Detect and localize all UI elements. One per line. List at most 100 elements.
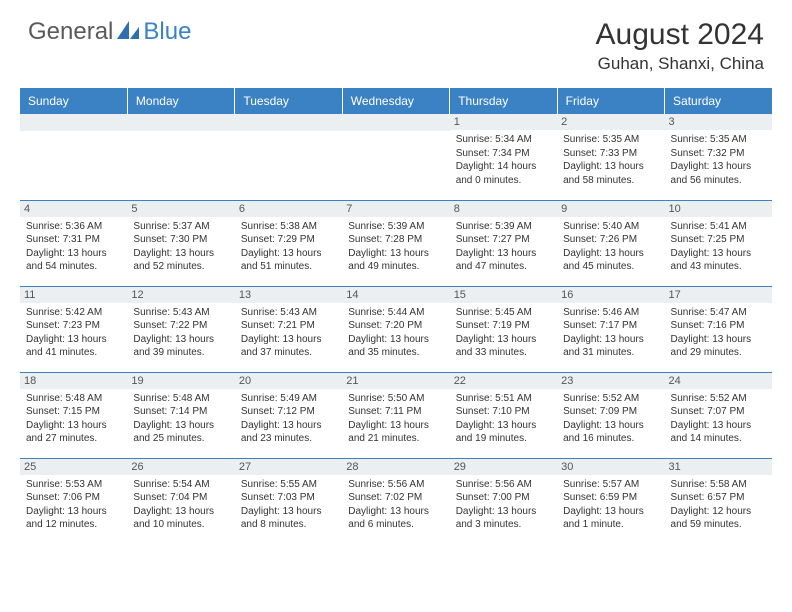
calendar-day-cell: 25 Sunrise: 5:53 AMSunset: 7:06 PMDayligh… [20, 458, 127, 544]
day-info: Sunrise: 5:48 AMSunset: 7:14 PMDaylight:… [133, 392, 228, 446]
calendar-head: SundayMondayTuesdayWednesdayThursdayFrid… [20, 88, 772, 114]
day-info: Sunrise: 5:37 AMSunset: 7:30 PMDaylight:… [133, 220, 228, 274]
weekday-header: Friday [557, 88, 664, 114]
calendar-day-cell: 16 Sunrise: 5:46 AMSunset: 7:17 PMDayligh… [557, 286, 664, 372]
calendar-week-row: 25 Sunrise: 5:53 AMSunset: 7:06 PMDayligh… [20, 458, 772, 544]
day-number: 6 [235, 201, 342, 217]
calendar-day-cell: 30 Sunrise: 5:57 AMSunset: 6:59 PMDayligh… [557, 458, 664, 544]
day-info: Sunrise: 5:42 AMSunset: 7:23 PMDaylight:… [26, 306, 121, 360]
day-number: 24 [665, 373, 772, 389]
calendar-day-cell: 14Sunrise: 5:44 AMSunset: 7:20 PMDayligh… [342, 286, 449, 372]
calendar-day-cell: 13 Sunrise: 5:43 AMSunset: 7:21 PMDayligh… [235, 286, 342, 372]
day-info: Sunrise: 5:58 AMSunset: 6:57 PMDaylight:… [671, 478, 766, 532]
calendar-day-cell: 22 Sunrise: 5:51 AMSunset: 7:10 PMDayligh… [450, 372, 557, 458]
calendar-day-cell: 18 Sunrise: 5:48 AMSunset: 7:15 PMDayligh… [20, 372, 127, 458]
day-info: Sunrise: 5:57 AMSunset: 6:59 PMDaylight:… [563, 478, 658, 532]
weekday-header: Monday [127, 88, 234, 114]
day-number: 2 [557, 114, 664, 130]
calendar-week-row: 1Sunrise: 5:34 AMSunset: 7:34 PMDaylight… [20, 114, 772, 200]
day-info: Sunrise: 5:52 AMSunset: 7:09 PMDaylight:… [563, 392, 658, 446]
weekday-header: Sunday [20, 88, 127, 114]
calendar-body: 1Sunrise: 5:34 AMSunset: 7:34 PMDaylight… [20, 114, 772, 544]
header: General Blue August 2024 Guhan, Shanxi, … [0, 0, 792, 82]
day-number: 13 [235, 287, 342, 303]
location: Guhan, Shanxi, China [596, 54, 764, 74]
day-info: Sunrise: 5:39 AMSunset: 7:28 PMDaylight:… [348, 220, 443, 274]
calendar-day-cell [127, 114, 234, 200]
day-number: 4 [20, 201, 127, 217]
logo-text-blue: Blue [143, 18, 191, 46]
day-number: 3 [665, 114, 772, 130]
day-number: 19 [127, 373, 234, 389]
calendar-day-cell: 10Sunrise: 5:41 AMSunset: 7:25 PMDayligh… [665, 200, 772, 286]
logo-text-general: General [28, 18, 113, 46]
calendar-day-cell: 19 Sunrise: 5:48 AMSunset: 7:14 PMDayligh… [127, 372, 234, 458]
calendar-day-cell: 8 Sunrise: 5:39 AMSunset: 7:27 PMDaylight… [450, 200, 557, 286]
calendar-day-cell: 28 Sunrise: 5:56 AMSunset: 7:02 PMDayligh… [342, 458, 449, 544]
day-info: Sunrise: 5:39 AMSunset: 7:27 PMDaylight:… [456, 220, 551, 274]
day-number: 15 [450, 287, 557, 303]
calendar-day-cell: 1Sunrise: 5:34 AMSunset: 7:34 PMDaylight… [450, 114, 557, 200]
calendar-table: SundayMondayTuesdayWednesdayThursdayFrid… [20, 88, 772, 544]
calendar-week-row: 4 Sunrise: 5:36 AMSunset: 7:31 PMDaylight… [20, 200, 772, 286]
day-info: Sunrise: 5:55 AMSunset: 7:03 PMDaylight:… [241, 478, 336, 532]
day-info: Sunrise: 5:36 AMSunset: 7:31 PMDaylight:… [26, 220, 121, 274]
day-info: Sunrise: 5:43 AMSunset: 7:21 PMDaylight:… [241, 306, 336, 360]
calendar-day-cell: 5Sunrise: 5:37 AMSunset: 7:30 PMDaylight… [127, 200, 234, 286]
calendar-day-cell: 4 Sunrise: 5:36 AMSunset: 7:31 PMDaylight… [20, 200, 127, 286]
day-info: Sunrise: 5:49 AMSunset: 7:12 PMDaylight:… [241, 392, 336, 446]
day-info: Sunrise: 5:51 AMSunset: 7:10 PMDaylight:… [456, 392, 551, 446]
calendar-day-cell [342, 114, 449, 200]
day-number: 8 [450, 201, 557, 217]
day-info: Sunrise: 5:35 AMSunset: 7:33 PMDaylight:… [563, 133, 658, 187]
day-number: 12 [127, 287, 234, 303]
calendar-day-cell [20, 114, 127, 200]
calendar-day-cell: 2 Sunrise: 5:35 AMSunset: 7:33 PMDaylight… [557, 114, 664, 200]
day-number: 22 [450, 373, 557, 389]
calendar-day-cell: 31Sunrise: 5:58 AMSunset: 6:57 PMDayligh… [665, 458, 772, 544]
day-number: 9 [557, 201, 664, 217]
day-number: 21 [342, 373, 449, 389]
day-info: Sunrise: 5:48 AMSunset: 7:15 PMDaylight:… [26, 392, 121, 446]
calendar-week-row: 18 Sunrise: 5:48 AMSunset: 7:15 PMDayligh… [20, 372, 772, 458]
logo-sail-icon [115, 19, 141, 46]
day-info: Sunrise: 5:53 AMSunset: 7:06 PMDaylight:… [26, 478, 121, 532]
day-number: 18 [20, 373, 127, 389]
day-info: Sunrise: 5:56 AMSunset: 7:02 PMDaylight:… [348, 478, 443, 532]
day-number: 7 [342, 201, 449, 217]
day-number: 30 [557, 459, 664, 475]
day-number: 26 [127, 459, 234, 475]
day-info: Sunrise: 5:56 AMSunset: 7:00 PMDaylight:… [456, 478, 551, 532]
calendar-day-cell: 20Sunrise: 5:49 AMSunset: 7:12 PMDayligh… [235, 372, 342, 458]
calendar-day-cell: 9 Sunrise: 5:40 AMSunset: 7:26 PMDaylight… [557, 200, 664, 286]
day-info: Sunrise: 5:52 AMSunset: 7:07 PMDaylight:… [671, 392, 766, 446]
calendar-day-cell: 7 Sunrise: 5:39 AMSunset: 7:28 PMDaylight… [342, 200, 449, 286]
day-number: 28 [342, 459, 449, 475]
weekday-header: Saturday [665, 88, 772, 114]
day-info: Sunrise: 5:38 AMSunset: 7:29 PMDaylight:… [241, 220, 336, 274]
weekday-header: Wednesday [342, 88, 449, 114]
weekday-header: Tuesday [235, 88, 342, 114]
calendar-day-cell: 12Sunrise: 5:43 AMSunset: 7:22 PMDayligh… [127, 286, 234, 372]
calendar-day-cell [235, 114, 342, 200]
day-info: Sunrise: 5:40 AMSunset: 7:26 PMDaylight:… [563, 220, 658, 274]
day-info: Sunrise: 5:45 AMSunset: 7:19 PMDaylight:… [456, 306, 551, 360]
logo: General Blue [28, 18, 191, 46]
day-number: 16 [557, 287, 664, 303]
day-number: 11 [20, 287, 127, 303]
calendar-day-cell: 23 Sunrise: 5:52 AMSunset: 7:09 PMDayligh… [557, 372, 664, 458]
day-number: 10 [665, 201, 772, 217]
day-number: 23 [557, 373, 664, 389]
day-number: 1 [450, 114, 557, 130]
calendar-day-cell: 11 Sunrise: 5:42 AMSunset: 7:23 PMDayligh… [20, 286, 127, 372]
day-info: Sunrise: 5:46 AMSunset: 7:17 PMDaylight:… [563, 306, 658, 360]
day-info: Sunrise: 5:35 AMSunset: 7:32 PMDaylight:… [671, 133, 766, 187]
calendar-day-cell: 27Sunrise: 5:55 AMSunset: 7:03 PMDayligh… [235, 458, 342, 544]
calendar-day-cell: 21Sunrise: 5:50 AMSunset: 7:11 PMDayligh… [342, 372, 449, 458]
title-block: August 2024 Guhan, Shanxi, China [596, 18, 764, 74]
day-info: Sunrise: 5:54 AMSunset: 7:04 PMDaylight:… [133, 478, 228, 532]
month-title: August 2024 [596, 18, 764, 52]
day-number: 25 [20, 459, 127, 475]
weekday-row: SundayMondayTuesdayWednesdayThursdayFrid… [20, 88, 772, 114]
calendar-day-cell: 6 Sunrise: 5:38 AMSunset: 7:29 PMDaylight… [235, 200, 342, 286]
